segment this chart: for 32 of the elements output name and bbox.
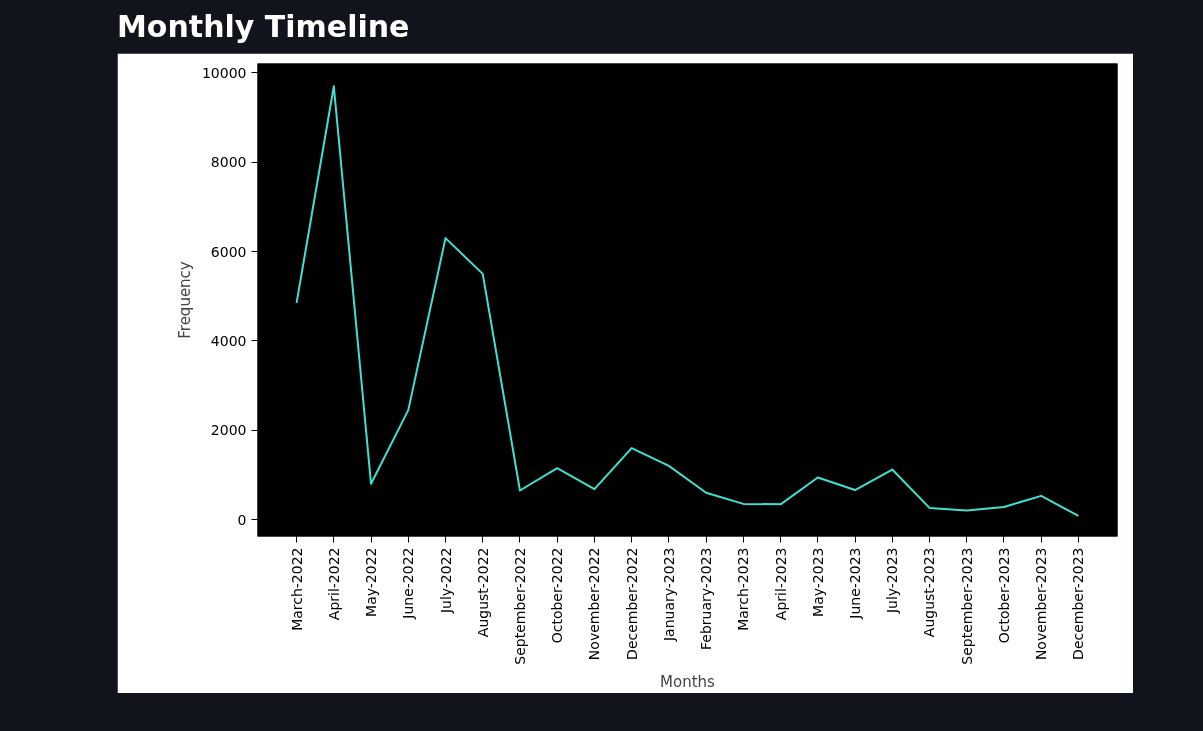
y-tick-label: 8000 <box>210 154 247 171</box>
y-tick-label: 6000 <box>210 243 247 260</box>
x-tick-label: March-2022 <box>288 547 305 631</box>
x-tick-label: September-2023 <box>958 547 975 665</box>
y-tick-label: 2000 <box>210 422 247 439</box>
x-axis-title: Months <box>660 672 716 691</box>
x-tick-label: March-2023 <box>735 547 752 631</box>
x-tick-label: November-2022 <box>586 547 603 660</box>
x-tick-label: February-2023 <box>698 547 715 650</box>
y-tick-label: 10000 <box>201 64 247 81</box>
x-tick-label: October-2023 <box>995 547 1012 644</box>
x-tick-label: November-2023 <box>1033 547 1050 660</box>
x-tick-label: May-2022 <box>363 547 380 617</box>
x-tick-label: July-2022 <box>437 547 454 614</box>
x-tick-label: October-2022 <box>549 547 566 644</box>
x-tick-label: June-2023 <box>847 547 864 620</box>
x-tick-label: July-2023 <box>884 547 901 614</box>
x-tick-label: June-2022 <box>400 547 417 620</box>
x-tick-label: April-2023 <box>772 547 789 621</box>
line-series <box>295 85 1080 517</box>
y-tick-label: 4000 <box>210 332 247 349</box>
x-tick-label: December-2022 <box>623 547 640 660</box>
y-axis-title: Frequency <box>175 260 194 339</box>
x-tick-label: April-2022 <box>325 547 342 621</box>
x-tick-label: December-2023 <box>1070 547 1087 660</box>
x-tick-label: August-2023 <box>921 547 938 638</box>
x-tick-label: August-2022 <box>474 547 491 638</box>
x-tick-label: January-2023 <box>660 547 677 642</box>
x-tick-label: May-2023 <box>809 547 826 617</box>
x-tick-label: September-2022 <box>511 547 528 665</box>
chart-title: Monthly Timeline <box>117 8 410 46</box>
y-tick-label: 0 <box>237 511 247 528</box>
